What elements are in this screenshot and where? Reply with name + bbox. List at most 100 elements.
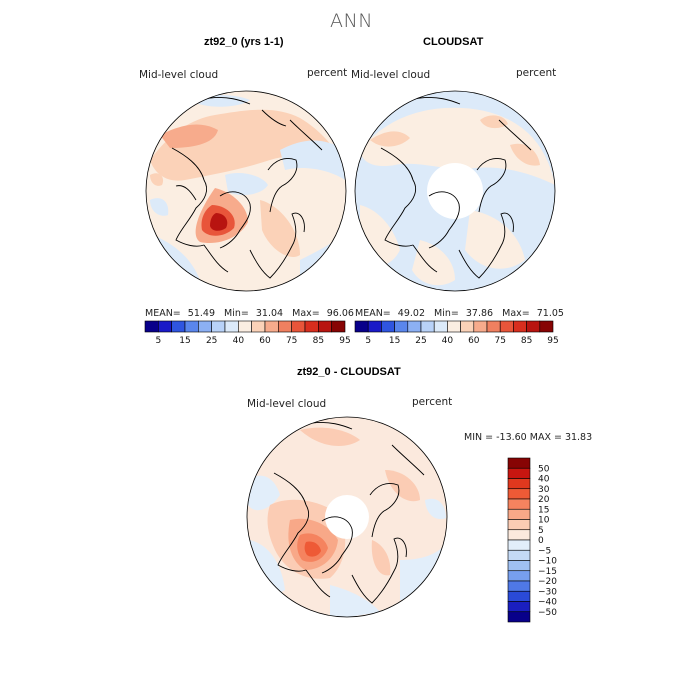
cbar1-tick-label: 60 [259, 336, 271, 346]
main-title: ANN [330, 10, 373, 32]
map1-field [146, 91, 346, 291]
cbar3-tick-label: −10 [538, 557, 557, 567]
cbar1-swatch-11 [291, 320, 306, 333]
panel1-stats: MEAN= 51.49 Min= 31.04 Max= 96.06 [145, 308, 354, 319]
cbar2-swatch-2 [381, 320, 395, 333]
cbar3-tick-label: −20 [538, 577, 557, 587]
cbar1-swatch-14 [331, 320, 346, 333]
panel1-min-label: Min= [224, 308, 249, 319]
cbar2-swatch-3 [394, 320, 409, 333]
cbar3-tick-label: 0 [538, 536, 544, 546]
cbar2-swatch-1 [367, 320, 382, 333]
cbar3-tick-label: −40 [538, 598, 557, 608]
panel1-title: zt92_0 (yrs 1-1) [204, 36, 284, 48]
panel3-minmax: MIN = -13.60 MAX = 31.83 [464, 432, 593, 443]
cbar2-swatch-9 [473, 320, 488, 333]
cbar2-swatch-12 [513, 320, 527, 333]
panel1-units-label: percent [307, 67, 348, 79]
panel3-variable-label: Mid-level cloud [247, 398, 327, 410]
panel1-mean-value: 51.49 [187, 308, 215, 319]
colorbar-cloudsat: 5 15 25 40 60 75 85 95 [354, 320, 559, 346]
cbar3-swatch-7 [507, 529, 531, 541]
cbar2-tick-label: 25 [415, 336, 426, 346]
cbar1-tick-label: 95 [339, 336, 350, 346]
cbar1-swatch-2 [171, 320, 186, 333]
cbar2-swatch-7 [447, 320, 461, 333]
cbar2-tick-label: 95 [547, 336, 558, 346]
cbar1-swatch-4 [198, 320, 212, 333]
cbar1-tick-label: 40 [233, 336, 245, 346]
cbar3-tick-label: 10 [538, 516, 550, 526]
cbar3-swatch-15 [507, 611, 531, 623]
cbar3-tick-label: 40 [538, 475, 550, 485]
cbar1-swatch-6 [224, 320, 239, 333]
cbar3-tick-label: 15 [538, 505, 549, 515]
cbar1-tick-label: 85 [313, 336, 324, 346]
cbar3-swatch-4 [507, 498, 531, 510]
cbar3-swatch-10 [507, 560, 531, 572]
panel2-max-label: Max= [502, 308, 530, 319]
cbar3-tick-label: −15 [538, 567, 557, 577]
cbar3-swatch-2 [507, 478, 531, 490]
colorbar-model: 5 15 25 40 60 75 85 95 [144, 320, 351, 346]
cbar2-tick-label: 40 [442, 336, 454, 346]
panel3-title: zt92_0 - CLOUDSAT [297, 366, 401, 378]
cbar2-swatch-14 [539, 320, 554, 333]
cbar2-tick-label: 85 [521, 336, 532, 346]
panel2-title: CLOUDSAT [423, 36, 484, 48]
cbar1-swatch-8 [251, 320, 266, 333]
cbar1-swatch-10 [278, 320, 292, 333]
cbar3-swatch-14 [507, 601, 531, 613]
cbar2-tick-label: 60 [468, 336, 480, 346]
cbar3-swatch-11 [507, 570, 531, 582]
panel1-max-value: 96.06 [326, 308, 354, 319]
cbar1-swatch-0 [144, 320, 159, 333]
cbar3-swatch-0 [507, 457, 531, 469]
cbar3-swatch-1 [507, 467, 531, 479]
cbar2-swatch-0 [354, 320, 369, 333]
cbar3-swatch-6 [507, 519, 531, 531]
cbar1-swatch-3 [184, 320, 199, 333]
cbar1-swatch-9 [264, 320, 279, 333]
cbar2-swatch-13 [526, 320, 541, 333]
cbar3-tick-label: 50 [538, 464, 550, 474]
panel2-units-label: percent [516, 67, 557, 79]
panel1-mean-label: MEAN= [145, 308, 181, 319]
cbar2-swatch-5 [420, 320, 435, 333]
panel2-variable-label: Mid-level cloud [351, 69, 431, 81]
cbar2-swatch-10 [486, 320, 501, 333]
cbar2-tick-label: 15 [389, 336, 400, 346]
cbar3-tick-label: −5 [538, 546, 551, 556]
panel2-stats: MEAN= 49.02 Min= 37.86 Max= 71.05 [355, 308, 564, 319]
cbar1-tick-label: 5 [155, 336, 161, 346]
panel2-mean-label: MEAN= [355, 308, 391, 319]
cbar2-swatch-4 [407, 320, 422, 333]
panel2-max-value: 71.05 [536, 308, 564, 319]
cbar3-swatch-12 [507, 580, 531, 592]
cbar3-tick-label: 20 [538, 495, 550, 505]
cbar1-swatch-13 [318, 320, 332, 333]
panel2-mean-value: 49.02 [397, 308, 425, 319]
cbar3-swatch-8 [507, 539, 531, 551]
cbar3-tick-label: −30 [538, 587, 557, 597]
cbar1-swatch-7 [238, 320, 252, 333]
panel3-units-label: percent [412, 396, 453, 408]
cbar1-swatch-5 [211, 320, 226, 333]
cbar2-tick-label: 75 [494, 336, 505, 346]
cbar2-swatch-8 [460, 320, 475, 333]
cbar1-tick-label: 25 [206, 336, 217, 346]
cbar1-tick-label: 15 [179, 336, 190, 346]
cbar1-swatch-1 [158, 320, 172, 333]
cbar1-swatch-12 [304, 320, 319, 333]
panel2-min-value: 37.86 [465, 308, 494, 319]
panel1-min-value: 31.04 [255, 308, 284, 319]
panel1-max-label: Max= [292, 308, 320, 319]
cbar2-tick-label: 5 [365, 336, 371, 346]
cbar3-tick-label: 5 [538, 526, 544, 536]
panel2-min-label: Min= [434, 308, 459, 319]
cbar3-tick-label: 30 [538, 485, 550, 495]
cbar1-tick-label: 75 [286, 336, 297, 346]
cbar3-swatch-13 [507, 590, 531, 602]
